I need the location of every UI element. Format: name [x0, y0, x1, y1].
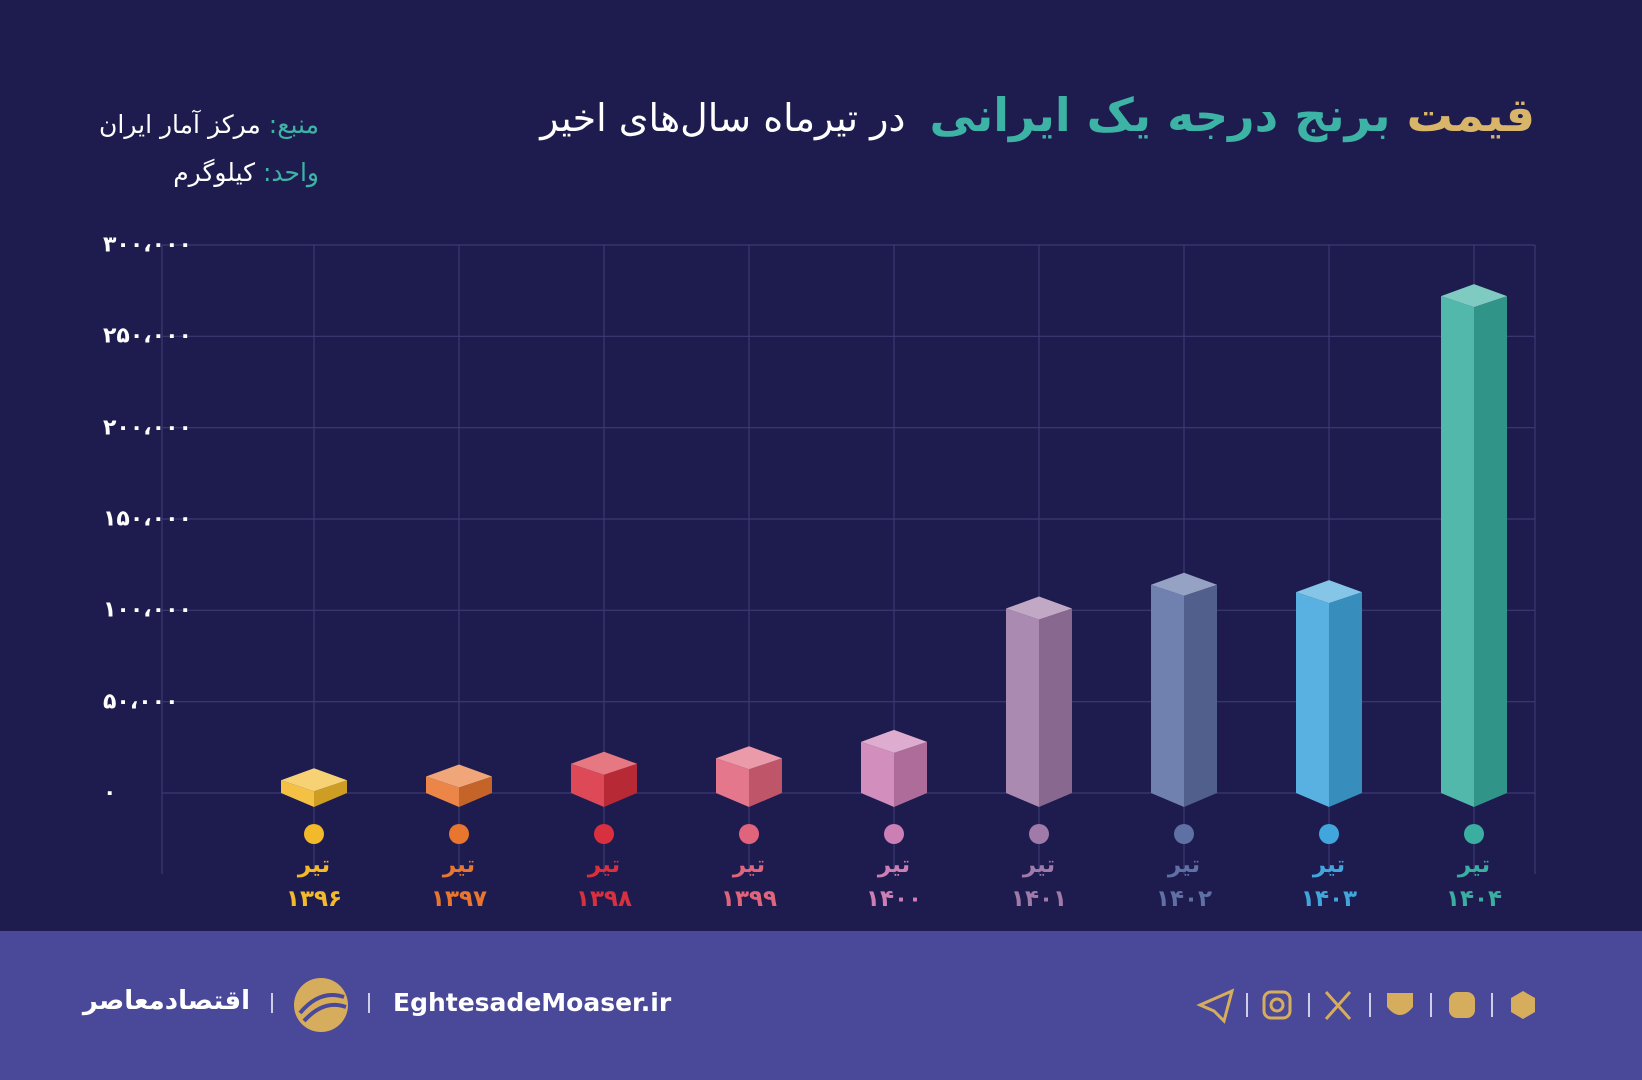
rubika-icon[interactable]: [1511, 991, 1535, 1019]
bar-right-face: [1474, 296, 1507, 807]
site: EghtesadeMoaser.ir: [393, 988, 672, 1017]
bar-right-face: [749, 758, 782, 807]
bar-top-face: [1151, 572, 1217, 596]
bar: [1151, 572, 1217, 807]
bar-left-face: [1006, 608, 1039, 807]
bar-right-face: [314, 780, 347, 807]
bar: [571, 751, 637, 807]
bar-top-face: [281, 768, 347, 792]
x-tick-label: تیر ۱۳۹۷: [430, 852, 488, 912]
bar-right-face: [1184, 584, 1217, 807]
y-tick-label: ۵۰،۰۰۰: [103, 689, 179, 715]
x-tick-label: تیر ۱۴۰۳: [1300, 852, 1358, 912]
x-tick-label: تیر ۱۳۹۹: [720, 852, 778, 912]
x-icon[interactable]: [1324, 991, 1352, 1020]
bar-top-face: [716, 746, 782, 770]
y-tick-label: ۲۵۰،۰۰۰: [103, 323, 192, 349]
logo-mark: [298, 993, 347, 1023]
shield-icon[interactable]: [1387, 993, 1413, 1015]
category-dot: [594, 824, 614, 844]
y-tick-label: ۱۰۰،۰۰۰: [103, 597, 192, 623]
bar: [1441, 284, 1507, 807]
category-dot: [304, 824, 324, 844]
bar: [1006, 596, 1072, 807]
title-part: در تیرماه سال‌های اخیر: [540, 96, 906, 140]
bar-left-face: [716, 758, 749, 807]
x-tick-label: تیر ۱۴۰۲: [1155, 852, 1213, 912]
bar-right-face: [604, 763, 637, 807]
chart-title: قیمت برنج درجه یک ایرانی در تیرماه سال‌ه…: [540, 88, 1535, 142]
instagram-icon[interactable]: [1262, 990, 1292, 1020]
x-tick-label: تیر ۱۴۰۴: [1445, 852, 1503, 912]
category-dot: [1464, 824, 1484, 844]
bar-top-face: [861, 729, 927, 753]
bar-left-face: [1151, 584, 1184, 807]
bar-top-face: [1441, 284, 1507, 308]
unit-label: واحد:: [262, 158, 319, 187]
brand: اقتصادمعاصر: [82, 986, 250, 1016]
bar-right-face: [1329, 592, 1362, 807]
x-tick-label: تیر ۱۴۰۰: [865, 852, 923, 912]
bar-left-face: [571, 763, 604, 807]
bar-top-face: [426, 764, 492, 788]
instagram-icon-lens: [1269, 997, 1285, 1013]
bar-right-face: [1039, 608, 1072, 807]
bar-right-face: [894, 741, 927, 807]
bar: [861, 729, 927, 807]
bar-left-face: [281, 780, 314, 807]
source-text: مرکز آمار ایران: [99, 110, 261, 139]
unit: واحد: کیلوگرم: [173, 158, 319, 187]
category-dot: [739, 824, 759, 844]
telegram-icon[interactable]: [1196, 988, 1235, 1024]
bar-top-face: [1296, 580, 1362, 604]
footer-graphics: [271, 978, 1535, 1032]
eitaa-icon[interactable]: [1449, 992, 1475, 1018]
chart: [161, 244, 1536, 874]
x-tick-label: تیر ۱۴۰۱: [1010, 852, 1068, 912]
bar: [426, 764, 492, 807]
source-label: منبع:: [268, 110, 319, 139]
source: منبع: مرکز آمار ایران: [99, 110, 319, 139]
y-tick-label: ۱۵۰،۰۰۰: [103, 506, 192, 532]
category-dot: [1174, 824, 1194, 844]
category-dot: [1029, 824, 1049, 844]
category-dot: [1319, 824, 1339, 844]
unit-text: کیلوگرم: [173, 158, 256, 187]
bar-top-face: [1006, 596, 1072, 620]
bar-right-face: [459, 776, 492, 807]
bar-top-face: [571, 751, 637, 775]
footer: اقتصادمعاصر EghtesadeMoaser.ir: [0, 931, 1642, 1080]
bar-left-face: [861, 741, 894, 807]
y-tick-label: ۰: [103, 780, 117, 806]
title-part: برنج درجه یک ایرانی: [929, 88, 1391, 142]
bar: [1296, 580, 1362, 807]
bar-left-face: [1296, 592, 1329, 807]
bar-left-face: [1441, 296, 1474, 807]
bar: [716, 746, 782, 807]
title-part: قیمت: [1406, 88, 1535, 142]
y-tick-label: ۲۰۰،۰۰۰: [103, 415, 192, 441]
bar: [281, 768, 347, 807]
x-tick-label: تیر ۱۳۹۶: [285, 852, 343, 912]
bar-left-face: [426, 776, 459, 807]
y-tick-label: ۳۰۰،۰۰۰: [103, 232, 192, 258]
category-dot: [449, 824, 469, 844]
x-tick-label: تیر ۱۳۹۸: [575, 852, 633, 912]
category-dot: [884, 824, 904, 844]
